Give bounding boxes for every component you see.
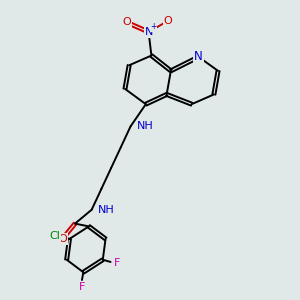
Text: N: N	[194, 50, 203, 63]
Text: O: O	[164, 16, 172, 26]
Text: NH: NH	[137, 122, 153, 131]
Text: F: F	[79, 282, 86, 292]
Text: +: +	[150, 22, 157, 32]
Text: F: F	[114, 258, 120, 268]
Text: O: O	[58, 234, 67, 244]
Text: Cl: Cl	[50, 231, 60, 241]
Text: N: N	[144, 27, 153, 37]
Text: O: O	[122, 17, 131, 27]
Text: NH: NH	[98, 205, 115, 215]
